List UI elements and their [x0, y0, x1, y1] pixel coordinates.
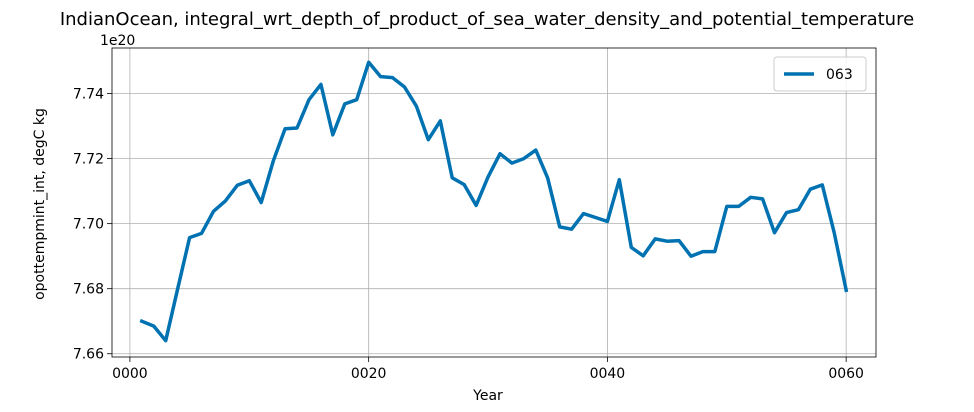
axis-ticks: 0000 0020 0040 0060 7.66 7.68 7.70 7.72 7.74 [73, 87, 864, 382]
y-axis-label: opottempmint_int, degC kg [32, 108, 48, 300]
x-tick-label: 0020 [351, 366, 387, 382]
legend-label: 063 [826, 67, 853, 83]
x-axis-label: Year [472, 388, 503, 404]
x-tick-label: 0060 [828, 366, 864, 382]
plot-frame [111, 47, 877, 358]
y-tick-label: 7.72 [73, 152, 104, 168]
x-tick-label: 0000 [112, 366, 148, 382]
y-axis-offset-label: 1e20 [100, 33, 135, 49]
x-tick-label: 0040 [590, 366, 626, 382]
legend-box [773, 56, 867, 92]
y-tick-label: 7.70 [73, 217, 104, 233]
chart-title: IndianOcean, integral_wrt_depth_of_produ… [60, 9, 914, 30]
legend: 063 [773, 56, 867, 92]
y-tick-label: 7.74 [73, 87, 104, 103]
series-lines [139, 60, 849, 343]
grid-lines [112, 48, 876, 357]
series-line-063 [139, 60, 849, 343]
y-tick-label: 7.66 [73, 347, 104, 363]
y-tick-label: 7.68 [73, 282, 104, 298]
